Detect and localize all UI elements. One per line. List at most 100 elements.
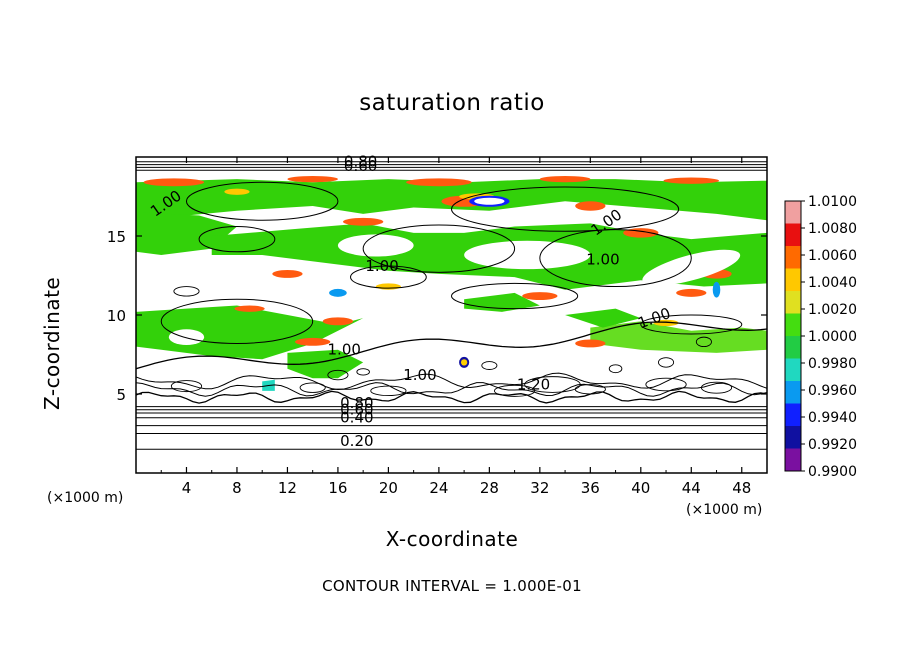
colorbar-band — [785, 201, 801, 224]
contour-line — [608, 364, 623, 374]
colorbar-label: 1.0000 — [808, 329, 857, 345]
contour-line — [362, 224, 516, 273]
x-tick-label: 16 — [328, 479, 347, 497]
x-unit-label-left: (×1000 m) — [47, 490, 124, 506]
colorbar-band — [785, 223, 801, 247]
colorbar-band — [785, 426, 801, 449]
x-tick-label: 44 — [682, 479, 701, 497]
dry-pocket — [224, 286, 301, 306]
x-tick-label: 20 — [379, 479, 398, 497]
contour-line — [350, 265, 427, 289]
contour-line — [524, 376, 581, 393]
x-unit-label-right: (×1000 m) — [686, 502, 763, 518]
x-tick-label: 24 — [429, 479, 448, 497]
y-tick-label: 10 — [107, 307, 126, 325]
supersaturated-fringe — [143, 178, 205, 187]
y-axis: 5 10 15 — [107, 228, 767, 404]
colorbar-label: 1.0020 — [808, 302, 857, 318]
colorbar-label: 1.0080 — [808, 221, 857, 237]
dry-pocket — [642, 249, 741, 286]
contour-line — [198, 226, 276, 253]
contour-line — [700, 381, 733, 394]
contour-line — [299, 382, 326, 393]
y-tick-label: 15 — [107, 228, 126, 246]
contour-line — [450, 282, 579, 310]
contour-lines — [136, 161, 767, 450]
supersaturated-fringe — [224, 188, 250, 195]
subsaturated-patch — [329, 288, 347, 297]
chart-title: saturation ratio — [359, 90, 545, 116]
x-tick-label: 28 — [480, 479, 499, 497]
contour-line — [160, 298, 314, 344]
colorbar-band — [785, 246, 801, 269]
contour-line — [136, 321, 767, 370]
lower-moist-patch — [136, 305, 364, 360]
supersaturated-fringe — [460, 359, 468, 366]
colorbar: 1.0100 1.0080 1.0060 1.0040 1.0020 1.0000 0.99… — [784, 194, 857, 480]
supersaturated-fringe — [272, 269, 303, 278]
colorbar-band — [785, 313, 801, 337]
dry-pocket — [464, 240, 591, 270]
field-patch — [565, 308, 641, 328]
contour-label: 1.00 — [403, 366, 436, 384]
contour-label: 0.80 — [340, 394, 373, 412]
colorbar-band — [785, 291, 801, 314]
contour-line — [539, 229, 692, 288]
colorbar-label: 0.9900 — [808, 464, 857, 480]
supersaturated-fringe — [406, 178, 472, 187]
contour-line — [695, 336, 712, 348]
x-tick-label: 8 — [232, 479, 242, 497]
colorbar-band — [785, 358, 801, 382]
supersaturated-fringe — [653, 319, 679, 327]
colorbar-label: 0.9960 — [808, 383, 857, 399]
x-tick-label: 4 — [182, 479, 192, 497]
colorbar-band — [785, 381, 801, 404]
contour-line — [645, 377, 687, 392]
contour-interval-note: CONTOUR INTERVAL = 1.000E-01 — [322, 577, 582, 595]
contour-label: 1.00 — [365, 257, 398, 275]
supersaturated-fringe — [676, 288, 707, 297]
subsaturated-patch — [712, 281, 721, 298]
contour-label: 1.00 — [328, 341, 361, 359]
contour-line — [173, 286, 200, 297]
contour-line — [658, 357, 675, 368]
colorbar-band — [785, 403, 801, 427]
supersaturated-fringe — [575, 201, 606, 211]
colorbar-band — [785, 336, 801, 359]
contour-line — [185, 181, 339, 221]
x-tick-label: 48 — [732, 479, 751, 497]
y-axis-label: Z-coordinate — [40, 276, 64, 410]
x-tick-label: 40 — [631, 479, 650, 497]
x-tick-label: 12 — [278, 479, 297, 497]
supersaturated-fringe — [522, 292, 558, 300]
supersaturated-fringe — [375, 283, 402, 290]
contour-line — [356, 368, 370, 376]
contour-line — [170, 380, 203, 393]
supersaturated-fringe — [295, 337, 331, 346]
x-tick-label: 36 — [581, 479, 600, 497]
contour-label: 0.20 — [340, 432, 373, 450]
contour-line — [481, 361, 498, 370]
colorbar-label: 0.9920 — [808, 437, 857, 453]
supersaturated-fringe — [663, 177, 720, 184]
contour-label: 1.00 — [586, 250, 619, 268]
supersaturated-fringe — [623, 228, 659, 238]
dry-pocket — [337, 234, 414, 257]
supersaturated-fringe — [234, 305, 265, 312]
supersaturated-fringe — [342, 217, 384, 226]
contour-line — [640, 314, 743, 335]
supersaturated-fringe — [575, 339, 606, 348]
colorbar-label: 0.9940 — [808, 410, 857, 426]
contour-line — [136, 382, 767, 397]
dry-pocket — [168, 329, 205, 346]
dry-pocket — [474, 197, 505, 205]
contour-line — [327, 369, 349, 381]
colorbar-band — [785, 448, 801, 472]
colorbar-label: 1.0040 — [808, 275, 857, 291]
x-tick-label: 32 — [530, 479, 549, 497]
contour-line — [136, 372, 767, 391]
contour-line — [136, 390, 767, 404]
supersaturated-fringe — [287, 175, 338, 183]
colorbar-label: 1.0060 — [808, 248, 857, 264]
contour-line — [370, 385, 407, 397]
